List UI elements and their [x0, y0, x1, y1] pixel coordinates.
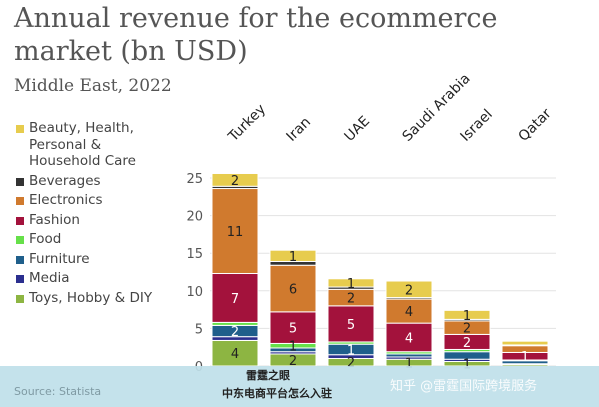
- bar-segment: [269, 311, 317, 344]
- x-category-label: Turkey: [225, 101, 269, 145]
- chart-subtitle: Middle East, 2022: [14, 76, 172, 96]
- legend-swatch: [16, 216, 24, 225]
- data-label: 4: [405, 331, 413, 346]
- data-label: 1: [347, 343, 355, 358]
- y-tick-label: 5: [195, 322, 203, 337]
- y-tick-label: 20: [186, 210, 203, 225]
- x-category-label: Israel: [458, 106, 496, 144]
- data-label: 6: [289, 283, 297, 298]
- legend-label: Toys, Hobby & DIY: [29, 289, 153, 306]
- y-tick-label: 10: [186, 285, 203, 300]
- watermark-line-2: 中东电商平台怎么入驻: [222, 387, 332, 400]
- legend-label: Fashion: [29, 211, 80, 228]
- bar-segment: [385, 280, 433, 299]
- watermark-line-1: 雷霆之眼: [246, 369, 290, 382]
- data-label: 2: [463, 322, 471, 337]
- data-label: 1: [463, 358, 471, 373]
- legend-item: Beauty, Health, Personal & Household Car…: [14, 120, 184, 170]
- data-label: 2: [463, 336, 471, 351]
- data-label: 2: [231, 325, 239, 340]
- y-tick-label: 25: [186, 172, 203, 187]
- legend-swatch: [16, 177, 24, 186]
- data-label: 2: [347, 356, 355, 371]
- legend-swatch: [16, 197, 24, 205]
- legend-swatch: [16, 255, 24, 264]
- legend-item: Toys, Hobby & DIY: [14, 290, 184, 307]
- data-label: 1: [289, 250, 297, 265]
- bar-segment: [211, 339, 259, 367]
- bar-segment: [269, 264, 317, 313]
- legend-item: Electronics: [14, 192, 184, 209]
- data-label: 4: [231, 347, 239, 362]
- footer-overlay: [0, 366, 599, 407]
- data-label: 7: [231, 292, 239, 307]
- legend-label: Furniture: [29, 250, 90, 267]
- bar-segment: [327, 278, 375, 288]
- legend: Beauty, Health, Personal & Household Car…: [14, 120, 184, 309]
- x-category-label: Qatar: [516, 105, 555, 144]
- data-label: 11: [227, 225, 244, 240]
- legend-swatch: [16, 125, 24, 133]
- legend-label: Beverages: [29, 172, 101, 189]
- data-label: 1: [463, 309, 471, 324]
- chart-title: Annual revenue for the ecommerce market …: [14, 3, 498, 67]
- legend-label: Beauty, Health, Personal & Household Car…: [29, 120, 136, 169]
- data-label: 2: [347, 292, 355, 307]
- legend-item: Media: [14, 270, 184, 287]
- y-tick-label: 15: [186, 247, 203, 262]
- bar-segment: [211, 172, 259, 187]
- source-note: Source: Statista: [14, 385, 102, 398]
- x-category-label: Iran: [284, 114, 315, 145]
- data-label: 1: [521, 350, 529, 365]
- legend-swatch: [16, 294, 24, 303]
- legend-swatch: [16, 275, 24, 283]
- bar-segment: [327, 305, 375, 343]
- data-label: 2: [405, 283, 413, 298]
- bar-segment: [443, 309, 491, 320]
- legend-item: Food: [14, 231, 184, 248]
- legend-item: Fashion: [14, 212, 184, 229]
- data-label: 2: [289, 354, 297, 369]
- legend-label: Food: [29, 231, 62, 247]
- data-label: 5: [347, 318, 355, 333]
- bar-segment: [385, 322, 433, 353]
- data-label: 1: [347, 277, 355, 292]
- bar-segment: [211, 273, 259, 323]
- data-label: 2: [231, 174, 239, 189]
- bar-segment: [501, 340, 549, 346]
- legend-item: Beverages: [14, 173, 184, 190]
- data-label: 1: [289, 340, 297, 355]
- watermark-right: 知乎 @雷霆国际跨境服务: [390, 379, 538, 394]
- bar-segment: [269, 249, 317, 262]
- bar-segment: [211, 188, 259, 275]
- data-label: 5: [289, 322, 297, 337]
- legend-label: Electronics: [29, 192, 103, 208]
- legend-item: Furniture: [14, 251, 184, 268]
- data-label: 4: [405, 305, 413, 320]
- data-label: 1: [405, 357, 413, 372]
- x-category-label: UAE: [342, 113, 374, 145]
- legend-label: Media: [29, 270, 70, 286]
- legend-swatch: [16, 236, 24, 244]
